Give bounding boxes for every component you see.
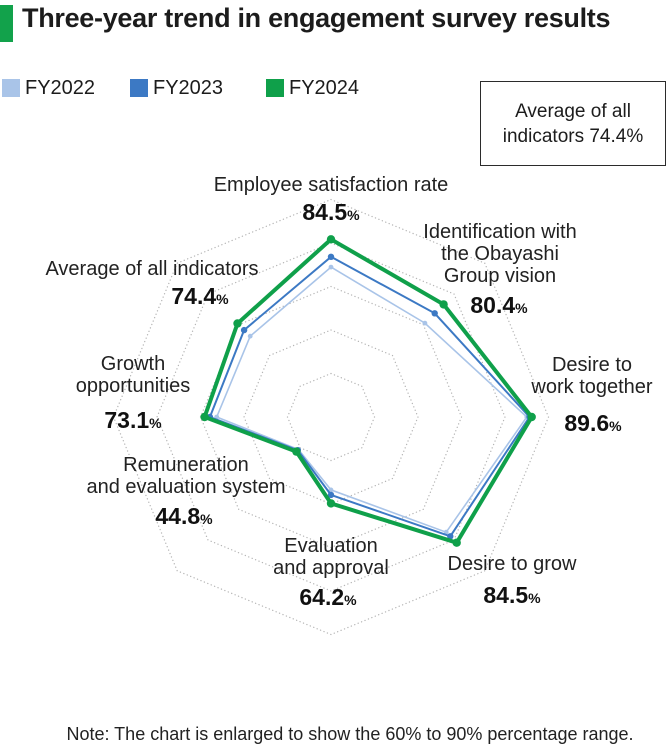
series-point-fy2023-3 (447, 533, 454, 540)
legend-label: FY2023 (153, 76, 224, 99)
series-point-fy2024-1 (439, 300, 448, 309)
title-accent-bar (0, 5, 13, 42)
grid-ring-5 (112, 198, 550, 636)
header: Three-year trend in engagement survey re… (0, 3, 668, 43)
footnote: Note: The chart is enlarged to show the … (66, 724, 634, 744)
axis-label-evaluation-and-approval: Evaluation and approval (273, 535, 389, 579)
series-point-fy2024-4 (326, 499, 336, 508)
page-title: Three-year trend in engagement survey re… (22, 3, 611, 33)
series-point-fy2024-2 (527, 412, 536, 422)
axis-label-desire-to-grow: Desire to grow (447, 553, 577, 575)
series-point-fy2024-0 (326, 235, 336, 244)
series-point-fy2022-0 (328, 264, 334, 270)
grid-ring-1 (286, 372, 376, 462)
fy2024-swatch (266, 79, 284, 97)
axis-label-average-of-all-indicators: Average of all indicators (45, 258, 259, 280)
series-point-fy2024-5 (292, 447, 301, 456)
axis-label-desire-to-work-together: Desire to work together (531, 354, 653, 398)
legend-label: FY2024 (289, 76, 360, 99)
axis-value-remuneration-and-evaluation-system: 44.8% (155, 503, 213, 529)
series-point-fy2023-1 (431, 310, 438, 317)
series-point-fy2024-6 (200, 412, 209, 422)
series-point-fy2023-4 (327, 491, 335, 499)
legend-item-fy2023: FY2023 (130, 76, 224, 99)
series-point-fy2022-7 (247, 333, 253, 339)
callout-line2: indicators 74.4% (502, 125, 644, 147)
legend-item-fy2024: FY2024 (266, 76, 360, 99)
axis-label-growth-opportunities: Growth opportunities (75, 353, 191, 397)
axis-label-remuneration-and-evaluation-system: Remuneration and evaluation system (86, 454, 286, 498)
series-point-fy2022-1 (422, 320, 428, 326)
axis-value-average-of-all-indicators: 74.4% (171, 283, 229, 309)
series-point-fy2024-3 (452, 538, 461, 547)
axis-value-employee-satisfaction-rate: 84.5% (302, 199, 360, 225)
axis-label-identification-with-the-obayashi-group-vision: Identification with the Obayashi Group vis… (423, 221, 577, 287)
series-point-fy2023-0 (327, 253, 335, 260)
grid-ring-4 (156, 242, 506, 592)
fy2023-swatch (130, 79, 148, 97)
series-point-fy2022-3 (443, 529, 449, 535)
axis-value-desire-to-grow: 84.5% (483, 582, 541, 608)
axis-value-identification-with-the-obayashi-group-vision: 80.4% (470, 292, 528, 318)
axis-value-desire-to-work-together: 89.6% (564, 410, 622, 436)
axis-value-evaluation-and-approval: 64.2% (299, 584, 357, 610)
series-point-fy2024-7 (233, 319, 242, 328)
series-point-fy2022-4 (328, 487, 334, 493)
legend-item-fy2022: FY2022 (2, 76, 96, 99)
average-callout-box: Average of all indicators 74.4% (480, 81, 666, 166)
fy2022-swatch (2, 79, 20, 97)
axis-value-growth-opportunities: 73.1% (104, 407, 162, 433)
callout-line1: Average of all (515, 100, 631, 122)
series-point-fy2023-7 (240, 326, 248, 334)
axis-label-employee-satisfaction-rate: Employee satisfaction rate (213, 174, 449, 196)
legend-label: FY2022 (25, 76, 96, 99)
